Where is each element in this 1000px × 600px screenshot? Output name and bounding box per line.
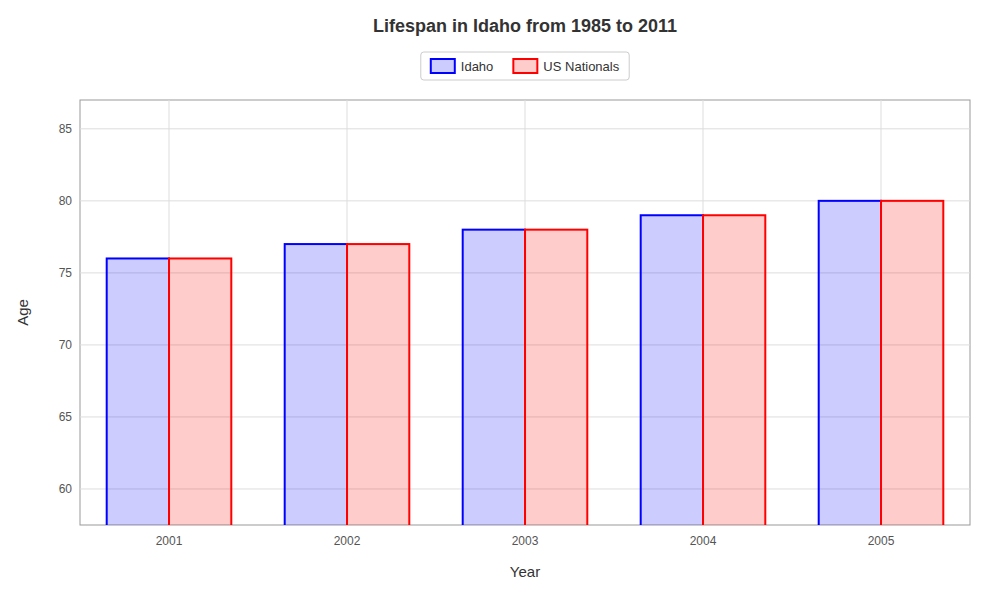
bar [703,215,765,525]
y-tick-label: 85 [59,122,73,136]
y-tick-label: 70 [59,338,73,352]
bar [881,201,943,525]
legend-box [421,52,629,80]
bar [285,244,347,525]
bar [347,244,409,525]
x-tick-label: 2002 [334,534,361,548]
x-tick-label: 2005 [868,534,895,548]
legend-swatch [513,59,537,73]
bars [107,201,944,525]
y-axis-label: Age [14,299,31,326]
bar [525,230,587,525]
legend-swatch [431,59,455,73]
x-axis-label: Year [510,563,540,580]
x-tick-label: 2003 [512,534,539,548]
y-tick-label: 75 [59,266,73,280]
legend: Idaho US Nationals [421,52,629,80]
legend-label: Idaho [461,59,494,74]
bar [463,230,525,525]
bar [819,201,881,525]
bar [641,215,703,525]
chart: 60 65 70 75 80 85 2001 2002 2003 2004 2005 Lifespan… [0,0,1000,600]
x-tick-label: 2001 [156,534,183,548]
bar [107,258,169,525]
y-tick-label: 65 [59,410,73,424]
y-tick-label: 80 [59,194,73,208]
chart-container: 60 65 70 75 80 85 2001 2002 2003 2004 2005 Lifespan… [0,0,1000,600]
title: Lifespan in Idaho from 1985 to 2011 [373,16,677,36]
y-tick-label: 60 [59,482,73,496]
x-tick-label: 2004 [690,534,717,548]
legend-label: US Nationals [543,59,619,74]
bar [169,258,231,525]
